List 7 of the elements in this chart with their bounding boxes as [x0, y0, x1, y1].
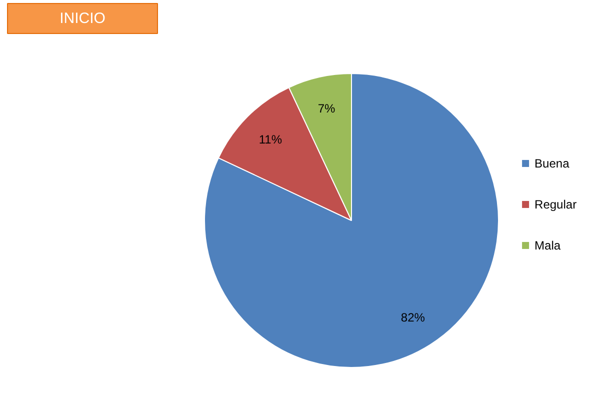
- data-label: 11%: [258, 132, 282, 146]
- data-label: 82%: [400, 310, 426, 324]
- data-label: 7%: [318, 102, 336, 116]
- legend-label: Mala: [534, 238, 561, 252]
- legend-label: Buena: [534, 156, 570, 170]
- legend-label: Regular: [534, 197, 577, 212]
- text: INICIO: [60, 10, 106, 27]
